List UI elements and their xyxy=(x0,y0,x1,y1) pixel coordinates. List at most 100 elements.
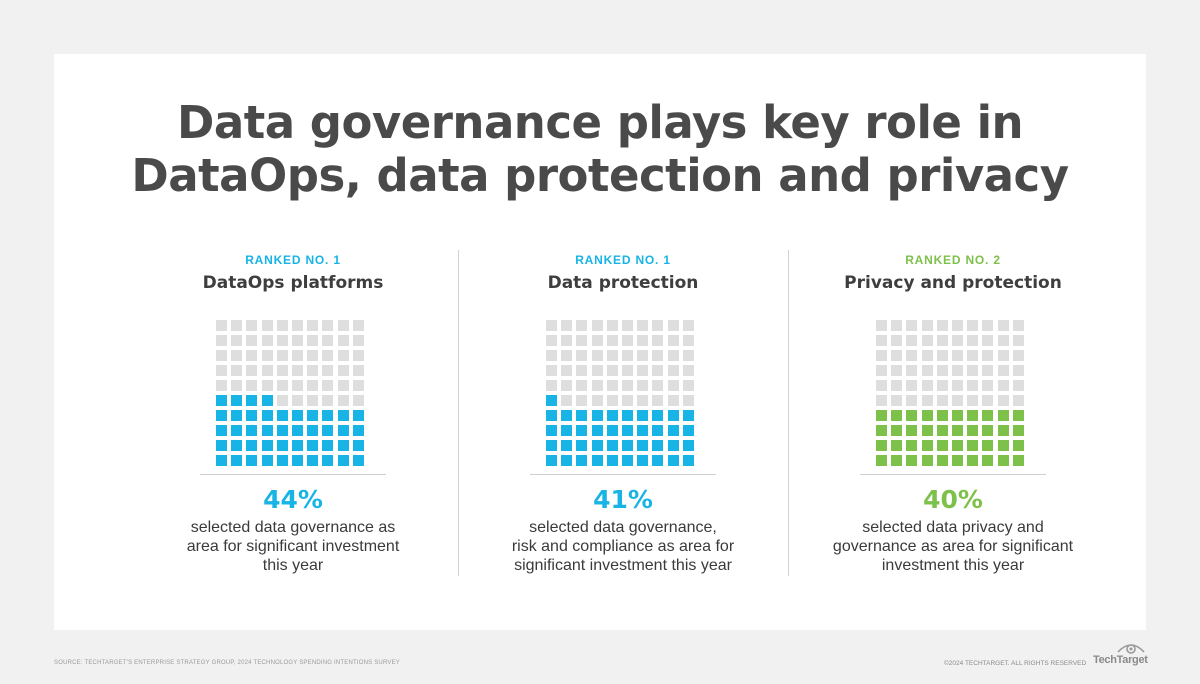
waffle-cell-empty xyxy=(936,365,948,376)
panel-divider xyxy=(788,250,789,576)
waffle-cell-empty xyxy=(667,395,679,406)
waffle-cell-empty xyxy=(276,365,288,376)
waffle-cell-filled xyxy=(682,455,694,466)
waffle-cell-filled xyxy=(322,455,334,466)
waffle-cell-empty xyxy=(952,335,963,346)
waffle-cell-filled xyxy=(982,455,994,466)
waffle-cell-filled xyxy=(667,455,679,466)
waffle-cell-empty xyxy=(276,380,288,391)
waffle-cell-filled xyxy=(307,425,319,436)
waffle-cell-filled xyxy=(952,455,963,466)
waffle-cell-empty xyxy=(591,320,603,331)
waffle-cell-empty xyxy=(967,365,979,376)
waffle-cell-empty xyxy=(982,350,994,361)
waffle-cell-empty xyxy=(891,395,903,406)
waffle-cell-empty xyxy=(876,365,887,376)
waffle-cell-empty xyxy=(591,335,603,346)
waffle-cell-empty xyxy=(682,335,694,346)
waffle-cell-empty xyxy=(546,320,557,331)
waffle-cell-empty xyxy=(997,320,1009,331)
waffle-cell-empty xyxy=(891,335,903,346)
waffle-cell-filled xyxy=(997,410,1009,421)
waffle-cell-empty xyxy=(652,320,664,331)
waffle-cell-filled xyxy=(307,410,319,421)
waffle-cell-empty xyxy=(576,350,588,361)
waffle-cell-empty xyxy=(921,320,933,331)
waffle-cell-filled xyxy=(576,440,588,451)
waffle-cell-filled xyxy=(921,410,933,421)
waffle-cell-filled xyxy=(622,455,633,466)
waffle-cell-empty xyxy=(561,350,573,361)
waffle-cell-filled xyxy=(292,425,303,436)
waffle-cell-empty xyxy=(337,350,349,361)
waffle-cell-empty xyxy=(292,395,303,406)
waffle-cell-empty xyxy=(906,380,918,391)
waffle-cell-empty xyxy=(307,365,319,376)
waffle-cell-filled xyxy=(1012,440,1024,451)
waffle-cell-empty xyxy=(682,395,694,406)
waffle-cell-empty xyxy=(576,320,588,331)
waffle-cell-filled xyxy=(546,410,557,421)
waffle-cell-filled xyxy=(982,440,994,451)
waffle-cell-empty xyxy=(667,335,679,346)
waffle-cell-filled xyxy=(682,410,694,421)
waffle-cell-filled xyxy=(1012,455,1024,466)
waffle-cell-empty xyxy=(292,350,303,361)
waffle-cell-filled xyxy=(891,455,903,466)
waffle-cell-empty xyxy=(1012,395,1024,406)
waffle-cell-empty xyxy=(292,365,303,376)
waffle-cell-empty xyxy=(216,335,227,346)
waffle-cell-empty xyxy=(322,365,334,376)
panel-divider xyxy=(458,250,459,576)
waffle-cell-filled xyxy=(967,455,979,466)
waffle-cell-empty xyxy=(982,365,994,376)
waffle-cell-empty xyxy=(876,395,887,406)
waffle-cell-empty xyxy=(891,320,903,331)
waffle-cell-empty xyxy=(921,350,933,361)
title-line-2: DataOps, data protection and privacy xyxy=(131,149,1069,202)
waffle-cell-empty xyxy=(967,335,979,346)
waffle-cell-filled xyxy=(637,425,649,436)
grid-baseline xyxy=(530,474,716,475)
waffle-cell-empty xyxy=(1012,320,1024,331)
waffle-cell-filled xyxy=(606,410,618,421)
waffle-cell-empty xyxy=(216,350,227,361)
waffle-cell-empty xyxy=(307,350,319,361)
waffle-cell-empty xyxy=(936,335,948,346)
waffle-cell-empty xyxy=(231,350,243,361)
waffle-cell-filled xyxy=(231,410,243,421)
percent-value: 40% xyxy=(923,485,983,514)
panel-privacy-and-protection: RANKED NO. 2 Privacy and protection 40% … xyxy=(788,250,1118,580)
waffle-cell-filled xyxy=(936,440,948,451)
waffle-cell-empty xyxy=(876,335,887,346)
brand-logo: TechTarget xyxy=(1093,654,1148,666)
waffle-cell-empty xyxy=(246,350,258,361)
waffle-cell-filled xyxy=(622,425,633,436)
waffle-cell-empty xyxy=(667,365,679,376)
waffle-cell-empty xyxy=(952,395,963,406)
waffle-cell-empty xyxy=(936,380,948,391)
waffle-cell-filled xyxy=(921,440,933,451)
waffle-cell-filled xyxy=(216,455,227,466)
waffle-cell-empty xyxy=(231,335,243,346)
percent-value: 44% xyxy=(263,485,323,514)
waffle-cell-empty xyxy=(952,350,963,361)
waffle-cell-empty xyxy=(307,395,319,406)
waffle-cell-empty xyxy=(997,365,1009,376)
waffle-cell-filled xyxy=(967,425,979,436)
waffle-cell-empty xyxy=(546,335,557,346)
source-note: SOURCE: TECHTARGET'S ENTERPRISE STRATEGY… xyxy=(54,660,400,666)
waffle-cell-filled xyxy=(231,425,243,436)
waffle-cell-filled xyxy=(982,425,994,436)
waffle-cell-filled xyxy=(352,440,364,451)
waffle-cell-filled xyxy=(576,410,588,421)
waffle-cell-empty xyxy=(576,365,588,376)
waffle-cell-empty xyxy=(967,380,979,391)
waffle-cell-empty xyxy=(921,335,933,346)
waffle-cell-empty xyxy=(682,380,694,391)
waffle-cell-empty xyxy=(997,395,1009,406)
waffle-cell-empty xyxy=(906,335,918,346)
waffle-cell-empty xyxy=(231,320,243,331)
waffle-cell-empty xyxy=(967,320,979,331)
waffle-cell-empty xyxy=(921,395,933,406)
